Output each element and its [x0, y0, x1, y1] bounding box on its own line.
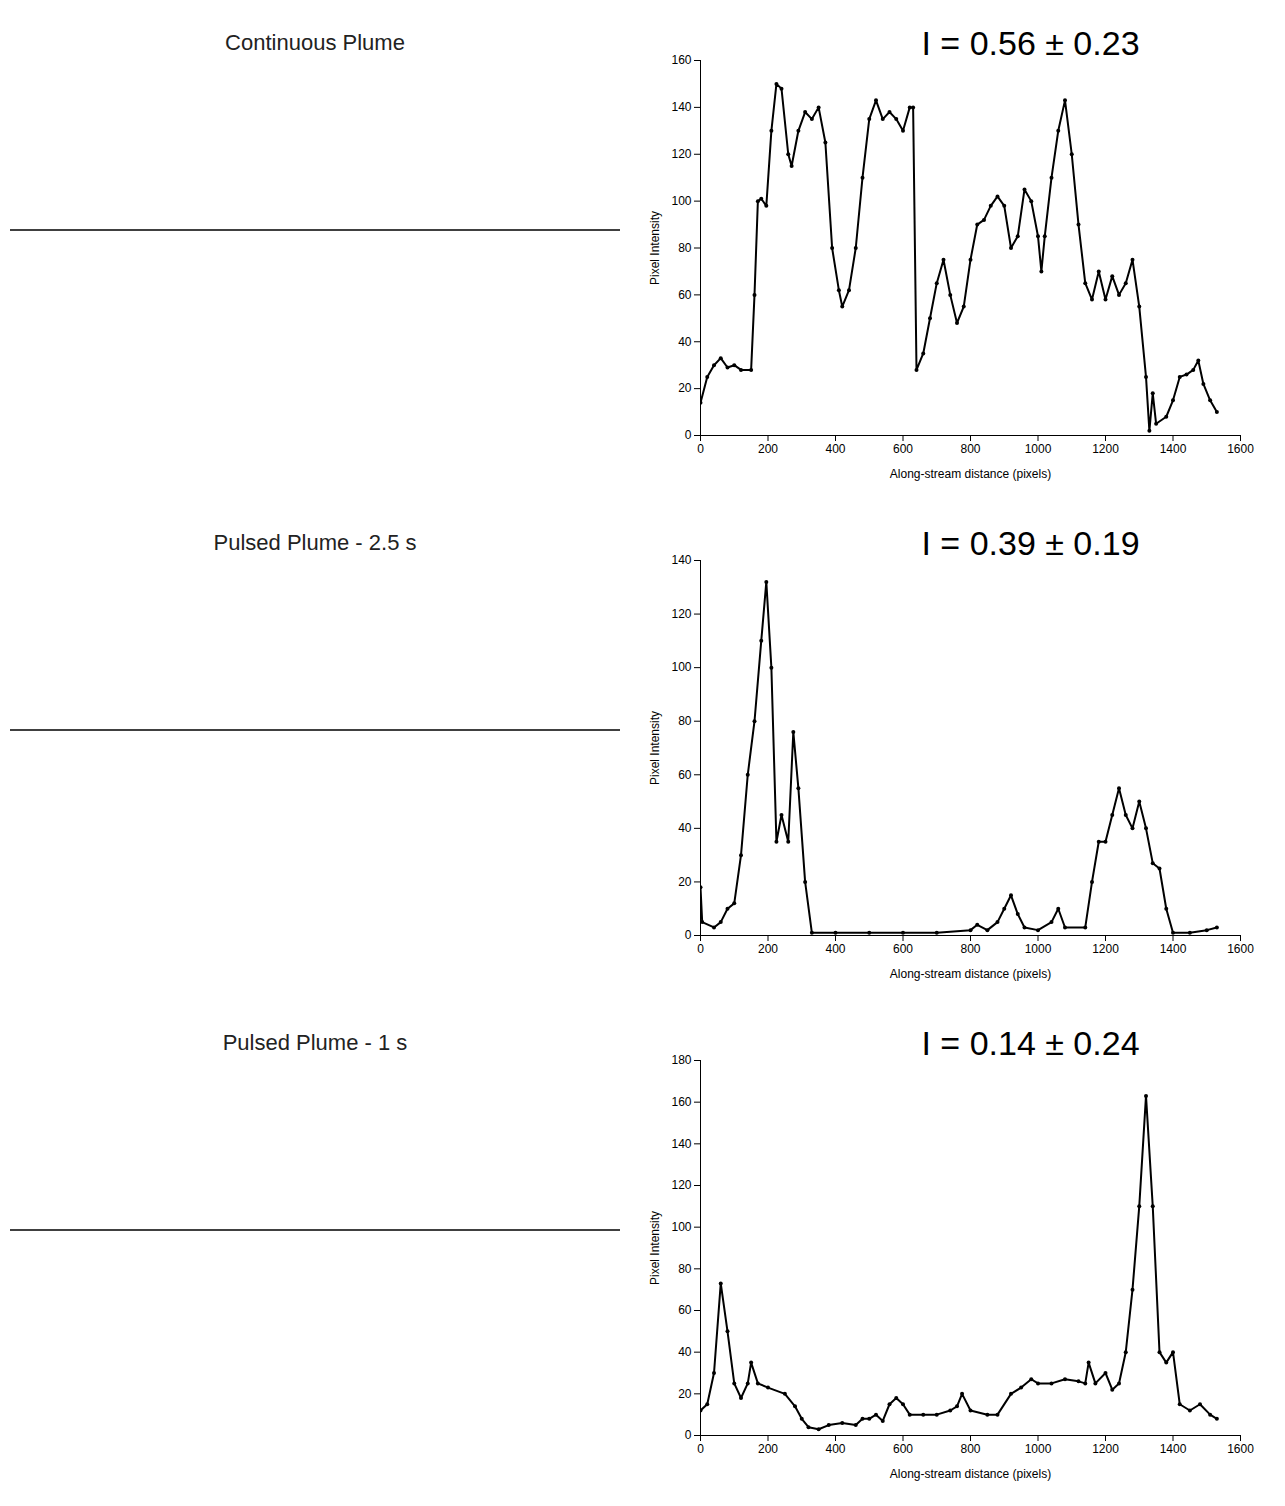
- svg-text:1400: 1400: [1160, 1442, 1187, 1456]
- svg-text:0: 0: [685, 928, 692, 942]
- svg-text:40: 40: [678, 1345, 692, 1359]
- svg-text:40: 40: [678, 335, 692, 349]
- svg-text:1600: 1600: [1227, 942, 1254, 956]
- svg-text:800: 800: [960, 442, 980, 456]
- svg-text:200: 200: [758, 442, 778, 456]
- svg-text:400: 400: [825, 1442, 845, 1456]
- svg-text:60: 60: [678, 288, 692, 302]
- svg-text:Along-stream distance (pixels): Along-stream distance (pixels): [890, 1467, 1051, 1481]
- svg-text:0: 0: [697, 442, 704, 456]
- svg-text:140: 140: [671, 553, 691, 567]
- svg-text:20: 20: [678, 381, 692, 395]
- svg-text:600: 600: [893, 942, 913, 956]
- svg-text:160: 160: [671, 1095, 691, 1109]
- svg-text:0: 0: [685, 428, 692, 442]
- svg-text:1600: 1600: [1227, 442, 1254, 456]
- svg-text:100: 100: [671, 660, 691, 674]
- svg-text:600: 600: [893, 442, 913, 456]
- svg-text:140: 140: [671, 100, 691, 114]
- svg-text:1600: 1600: [1227, 1442, 1254, 1456]
- svg-text:1200: 1200: [1092, 1442, 1119, 1456]
- svg-text:1400: 1400: [1160, 442, 1187, 456]
- svg-text:60: 60: [678, 1303, 692, 1317]
- svg-text:140: 140: [671, 1137, 691, 1151]
- svg-text:Along-stream distance (pixels): Along-stream distance (pixels): [890, 967, 1051, 981]
- svg-text:1200: 1200: [1092, 442, 1119, 456]
- svg-text:1000: 1000: [1025, 1442, 1052, 1456]
- svg-text:100: 100: [671, 194, 691, 208]
- svg-text:160: 160: [671, 53, 691, 67]
- svg-text:200: 200: [758, 942, 778, 956]
- svg-text:20: 20: [678, 1387, 692, 1401]
- svg-text:600: 600: [893, 1442, 913, 1456]
- svg-text:20: 20: [678, 875, 692, 889]
- svg-text:Along-stream distance (pixels): Along-stream distance (pixels): [890, 467, 1051, 481]
- svg-text:I = 0.14 ± 0.24: I = 0.14 ± 0.24: [921, 1024, 1139, 1062]
- html-text:Pulsed Plume - 1 s: Pulsed Plume - 1 s: [222, 1030, 408, 1055]
- svg-text:Pixel Intensity: Pixel Intensity: [648, 711, 662, 785]
- svg-text:40: 40: [678, 821, 692, 835]
- svg-text:0: 0: [697, 942, 704, 956]
- svg-text:Pixel Intensity: Pixel Intensity: [648, 211, 662, 285]
- svg-text:800: 800: [960, 1442, 980, 1456]
- svg-text:120: 120: [671, 1178, 691, 1192]
- svg-text:400: 400: [825, 942, 845, 956]
- svg-text:800: 800: [960, 942, 980, 956]
- html-text:Continuous Plume: Continuous Plume: [225, 30, 405, 55]
- svg-text:120: 120: [671, 147, 691, 161]
- svg-text:I = 0.39 ± 0.19: I = 0.39 ± 0.19: [921, 524, 1139, 562]
- svg-text:200: 200: [758, 1442, 778, 1456]
- svg-text:80: 80: [678, 241, 692, 255]
- svg-text:60: 60: [678, 768, 692, 782]
- svg-text:1000: 1000: [1025, 442, 1052, 456]
- svg-text:1200: 1200: [1092, 942, 1119, 956]
- svg-text:120: 120: [671, 607, 691, 621]
- svg-text:1400: 1400: [1160, 942, 1187, 956]
- svg-text:80: 80: [678, 1262, 692, 1276]
- svg-text:180: 180: [671, 1053, 691, 1067]
- svg-text:1000: 1000: [1025, 942, 1052, 956]
- svg-text:400: 400: [825, 442, 845, 456]
- svg-text:0: 0: [685, 1428, 692, 1442]
- svg-text:80: 80: [678, 714, 692, 728]
- svg-text:I = 0.56 ± 0.23: I = 0.56 ± 0.23: [921, 24, 1139, 62]
- svg-text:Pixel Intensity: Pixel Intensity: [648, 1211, 662, 1285]
- svg-text:100: 100: [671, 1220, 691, 1234]
- svg-text:0: 0: [697, 1442, 704, 1456]
- html-text:Pulsed Plume - 2.5 s: Pulsed Plume - 2.5 s: [213, 530, 417, 555]
